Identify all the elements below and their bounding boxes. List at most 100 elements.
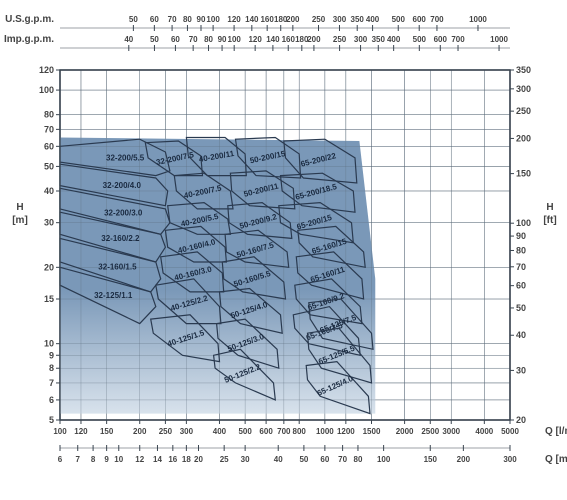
x-top2-tick: 100 — [228, 35, 242, 44]
y-right-tick: 90 — [516, 231, 526, 241]
x-top2-tick: 250 — [333, 35, 347, 44]
x-top1-tick: 600 — [413, 15, 427, 24]
x-top1-tick: 140 — [245, 15, 259, 24]
x-top2-tick: 400 — [387, 35, 401, 44]
pump-region-label: 32-200/4.0 — [103, 181, 142, 190]
x-bottom1-tick: 5000 — [501, 427, 519, 436]
x-top2-tick: 140 — [266, 35, 280, 44]
y-left-tick: 20 — [44, 262, 54, 272]
x-bottom2-tick: 60 — [320, 455, 329, 464]
x-bottom1-tick: 800 — [293, 427, 307, 436]
x-top1-tick: 500 — [392, 15, 406, 24]
y-right-tick: 200 — [516, 133, 531, 143]
x-top2-tick: 120 — [248, 35, 262, 44]
x-bottom2-tick: 40 — [274, 455, 283, 464]
x-bottom2-tick: 150 — [424, 455, 438, 464]
y-left-tick: 80 — [44, 110, 54, 120]
x-bottom1-tick: 120 — [74, 427, 88, 436]
x-bottom1-tick: 300 — [180, 427, 194, 436]
x-bottom2-unit: Q [m³/h] — [545, 454, 567, 465]
y-right-tick: 70 — [516, 262, 526, 272]
x-bottom1-tick: 600 — [259, 427, 273, 436]
y-right-tick: 40 — [516, 330, 526, 340]
y-left-tick: 100 — [39, 85, 54, 95]
x-top2-tick: 700 — [451, 35, 465, 44]
x-bottom1-tick: 500 — [238, 427, 252, 436]
x-bottom2-tick: 50 — [299, 455, 308, 464]
x-top2-tick: 200 — [307, 35, 321, 44]
y-right-tick: 350 — [516, 65, 531, 75]
x-top2-tick: 60 — [171, 35, 180, 44]
pump-region-label: 32-200/3.0 — [104, 209, 143, 218]
x-top1-tick: 120 — [227, 15, 241, 24]
x-top2-tick: 90 — [218, 35, 227, 44]
x-top2-tick: 300 — [354, 35, 368, 44]
x-bottom1-tick: 1200 — [337, 427, 355, 436]
x-top1-tick: 50 — [129, 15, 138, 24]
x-top1-tick: 200 — [286, 15, 300, 24]
x-bottom1-tick: 2500 — [421, 427, 439, 436]
y-right-title: H — [546, 202, 553, 213]
x-top1-tick: 300 — [333, 15, 347, 24]
y-right-unit: [ft] — [543, 215, 556, 226]
x-bottom2-tick: 20 — [194, 455, 203, 464]
x-bottom1-unit: Q [l/min] — [545, 426, 567, 437]
y-left-tick: 9 — [49, 350, 54, 360]
y-left-tick: 10 — [44, 339, 54, 349]
x-bottom1-tick: 1500 — [363, 427, 381, 436]
chart-svg: 32-200/5.532-200/4.032-200/3.032-160/2.2… — [0, 0, 567, 500]
x-top1-tick: 100 — [206, 15, 220, 24]
pump-region-label: 32-160/1.5 — [98, 263, 137, 272]
y-left-unit: [m] — [12, 215, 28, 226]
y-left-tick: 50 — [44, 161, 54, 171]
x-top1-tick: 160 — [260, 15, 274, 24]
x-top1-tick: 400 — [366, 15, 380, 24]
y-left-tick: 60 — [44, 141, 54, 151]
x-bottom1-tick: 4000 — [475, 427, 493, 436]
x-bottom1-tick: 250 — [159, 427, 173, 436]
x-top1-tick: 70 — [168, 15, 177, 24]
x-bottom2-tick: 100 — [377, 455, 391, 464]
y-left-tick: 6 — [49, 395, 54, 405]
x-bottom2-tick: 80 — [354, 455, 363, 464]
y-right-tick: 100 — [516, 218, 531, 228]
x-top1-tick: 250 — [312, 15, 326, 24]
y-left-tick: 8 — [49, 363, 54, 373]
x-top2-tick: 50 — [150, 35, 159, 44]
x-top2-tick: 500 — [413, 35, 427, 44]
x-top2-tick: 600 — [434, 35, 448, 44]
x-bottom1-tick: 200 — [133, 427, 147, 436]
x-bottom2-tick: 9 — [104, 455, 109, 464]
x-top1-tick: 350 — [351, 15, 365, 24]
x-bottom2-tick: 14 — [153, 455, 162, 464]
x-bottom1-tick: 700 — [277, 427, 291, 436]
y-left-tick: 15 — [44, 294, 54, 304]
x-top2-tick: 80 — [204, 35, 213, 44]
x-bottom2-tick: 6 — [58, 455, 63, 464]
x-top1-tick: 80 — [183, 15, 192, 24]
y-left-tick: 70 — [44, 124, 54, 134]
x-bottom2-tick: 300 — [503, 455, 517, 464]
x-top2-tick: 350 — [372, 35, 386, 44]
y-right-tick: 80 — [516, 245, 526, 255]
y-left-tick: 40 — [44, 186, 54, 196]
y-left-title: H — [16, 202, 23, 213]
x-top2-tick: 1000 — [490, 35, 508, 44]
x-bottom1-tick: 3000 — [442, 427, 460, 436]
x-bottom2-tick: 10 — [114, 455, 123, 464]
y-right-tick: 250 — [516, 106, 531, 116]
x-top2-tick: 40 — [124, 35, 133, 44]
y-left-tick: 30 — [44, 218, 54, 228]
x-bottom2-tick: 18 — [182, 455, 191, 464]
x-bottom1-tick: 2000 — [396, 427, 414, 436]
y-right-tick: 300 — [516, 84, 531, 94]
y-right-tick: 50 — [516, 303, 526, 313]
y-right-tick: 30 — [516, 365, 526, 375]
pump-region-label: 32-160/2.2 — [101, 234, 140, 243]
x-bottom2-tick: 12 — [135, 455, 144, 464]
x-bottom2-tick: 25 — [220, 455, 229, 464]
y-left-tick: 120 — [39, 65, 54, 75]
x-top1-tick: 90 — [197, 15, 206, 24]
x-bottom2-tick: 8 — [91, 455, 96, 464]
x-bottom2-tick: 7 — [76, 455, 81, 464]
